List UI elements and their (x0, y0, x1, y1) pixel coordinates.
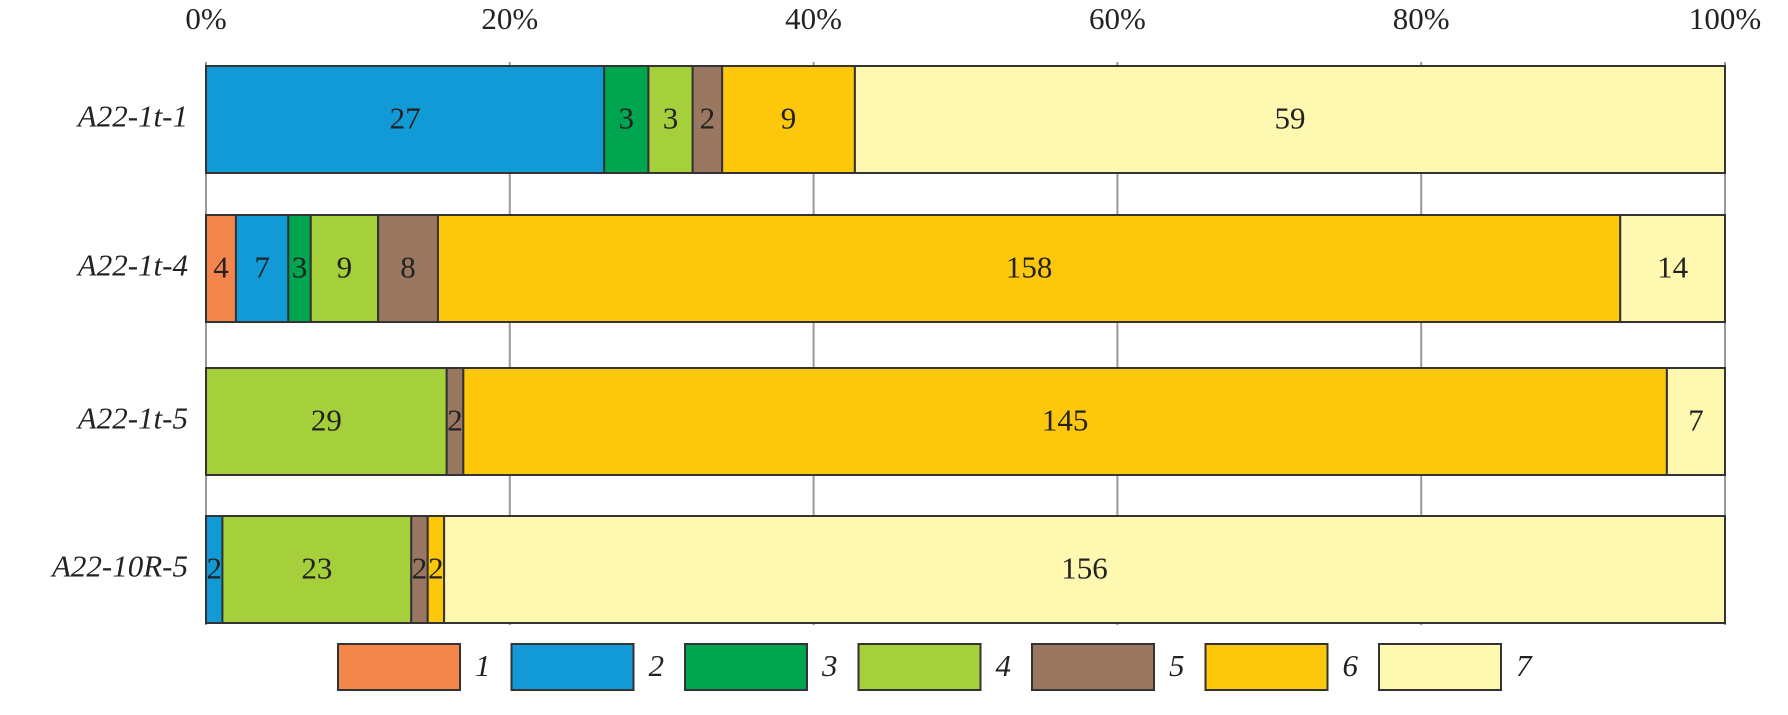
data-label: 7 (1688, 403, 1704, 438)
data-label: 158 (1006, 250, 1053, 285)
legend-swatch (510, 643, 635, 691)
data-label: 59 (1274, 101, 1305, 136)
legend-swatch (1378, 643, 1502, 691)
bar-segment (462, 367, 1668, 476)
data-label: 27 (390, 101, 421, 136)
bar-segment (205, 367, 448, 476)
legend-swatch (1204, 643, 1329, 691)
legend-label: 1 (475, 648, 491, 683)
bar-segment (205, 65, 606, 174)
x-tick-label: 60% (1089, 1, 1146, 36)
bar-segment (443, 515, 1726, 624)
legend-label: 7 (1516, 648, 1533, 683)
data-label: 2 (428, 551, 444, 586)
y-tick-label: A22-1t-1 (76, 99, 188, 134)
data-label: 156 (1061, 551, 1108, 586)
x-tick-label: 0% (185, 1, 226, 36)
data-label: 7 (254, 250, 270, 285)
legend-label: 4 (996, 648, 1012, 683)
bar-segment (853, 65, 1726, 174)
data-label: 2 (447, 403, 463, 438)
bar-segment (436, 214, 1622, 323)
bar-segment (691, 65, 724, 174)
x-tick-label: 40% (785, 1, 842, 36)
bar-segment (309, 214, 380, 323)
data-label: 4 (213, 250, 229, 285)
data-label: 3 (619, 101, 635, 136)
legend-swatch (857, 643, 982, 691)
data-label: 9 (337, 250, 353, 285)
bar-segment (234, 214, 290, 323)
legend-label: 6 (1343, 648, 1359, 683)
legend-swatch (684, 643, 808, 691)
data-label: 2 (206, 551, 222, 586)
y-tick-label: A22-10R-5 (50, 549, 188, 584)
data-label: 23 (301, 551, 332, 586)
data-label: 145 (1042, 403, 1089, 438)
x-tick-label: 80% (1393, 1, 1450, 36)
bar-segment (1619, 214, 1726, 323)
data-label: 2 (700, 101, 716, 136)
bar-segment (1665, 367, 1726, 476)
y-tick-label: A22-1t-5 (76, 401, 188, 436)
x-tick-label: 20% (481, 1, 538, 36)
data-label: 9 (781, 101, 797, 136)
legend-swatch (337, 643, 461, 691)
data-label: 2 (412, 551, 428, 586)
data-label: 14 (1657, 250, 1689, 285)
legend-label: 3 (821, 648, 838, 683)
data-label: 8 (400, 250, 416, 285)
legend-label: 2 (649, 648, 665, 683)
x-tick-label: 100% (1689, 1, 1761, 36)
legend-swatch (1031, 643, 1155, 691)
legend-label: 5 (1169, 648, 1185, 683)
data-label: 29 (311, 403, 342, 438)
data-label: 3 (292, 250, 308, 285)
y-tick-label: A22-1t-4 (76, 248, 188, 283)
bar-segment (721, 65, 856, 174)
data-label: 3 (663, 101, 679, 136)
bar-segment (377, 214, 439, 323)
